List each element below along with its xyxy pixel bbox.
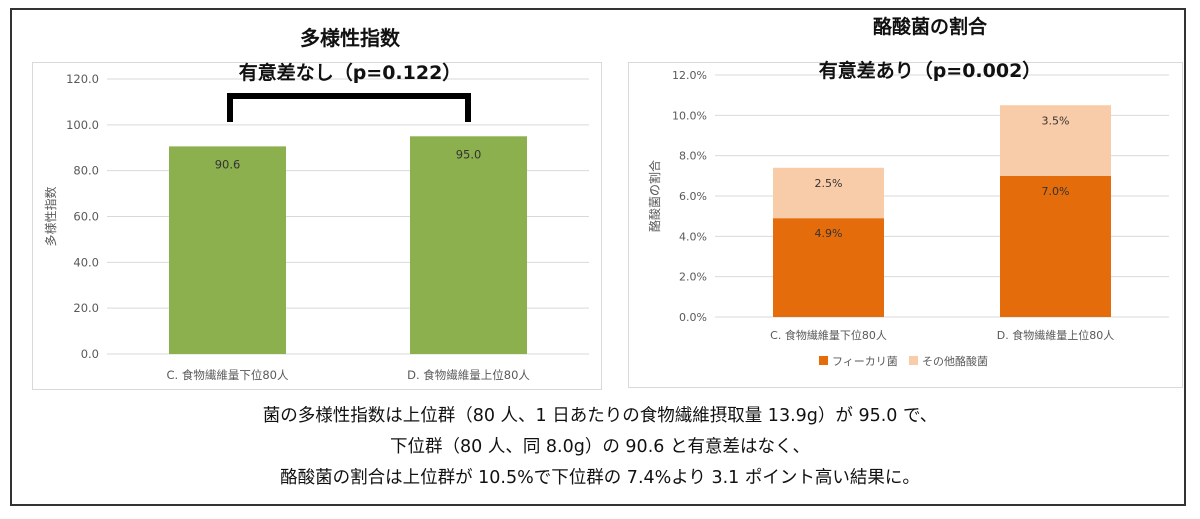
y-tick-label: 80.0 — [73, 164, 99, 178]
caption-line-3: 酪酸菌の割合は上位群が 10.5%で下位群の 7.4%より 3.1 ポイント高い… — [280, 468, 920, 488]
bar-segment — [1000, 105, 1111, 176]
x-tick-label: D. 食物繊維量上位80人 — [407, 368, 530, 382]
data-label: 95.0 — [456, 147, 482, 161]
y-axis-title: 多様性指数 — [43, 186, 58, 246]
legend-swatch — [909, 356, 918, 365]
legend-label: その他酪酸菌 — [922, 354, 988, 368]
significance-bracket — [227, 93, 471, 122]
butyrate-chart: 0.0% 2.0% 4.0% 6.0% 8.0% 10.0% 12.0% 4.9% 2.5% C.… — [647, 69, 1169, 368]
y-tick-label: 60.0 — [73, 210, 99, 224]
butyrate-significance: 有意差あり（p=0.002） — [818, 60, 1042, 82]
y-tick-label: 10.0% — [672, 109, 707, 122]
data-label: 4.9% — [815, 227, 843, 240]
x-tick-label: C. 食物繊維量下位80人 — [770, 328, 887, 342]
y-tick-label: 12.0% — [672, 69, 707, 82]
data-label: 2.5% — [815, 177, 843, 190]
y-tick-label: 0.0 — [81, 347, 99, 361]
data-label: 3.5% — [1042, 114, 1070, 127]
data-label: 90.6 — [215, 157, 241, 171]
x-tick-label: D. 食物繊維量上位80人 — [997, 328, 1114, 342]
y-tick-label: 120.0 — [66, 72, 99, 86]
legend-label: フィーカリ菌 — [832, 355, 898, 368]
legend-swatch — [819, 356, 828, 365]
y-tick-label: 4.0% — [679, 230, 707, 243]
y-tick-label: 6.0% — [679, 190, 707, 203]
diversity-chart: 0.0 20.0 40.0 60.0 80.0 100.0 120.0 90.6 C. 食物繊維… — [43, 72, 589, 382]
butyrate-title: 酪酸菌の割合 — [872, 16, 987, 38]
bar-segment — [1000, 175, 1111, 317]
data-label: 7.0% — [1042, 185, 1070, 198]
caption-line-2: 下位群（80 人、同 8.0g）の 90.6 と有意差はなく、 — [390, 437, 810, 457]
diversity-significance: 有意差なし（p=0.122） — [238, 62, 462, 84]
caption-line-1: 菌の多様性指数は上位群（80 人、1 日あたりの食物繊維摂取量 13.9g）が … — [262, 406, 938, 426]
y-axis-title: 酪酸菌の割合 — [647, 160, 662, 232]
bar-segment — [773, 218, 884, 317]
diversity-chart-panel: 0.0 20.0 40.0 60.0 80.0 100.0 120.0 90.6 C. 食物繊維… — [32, 62, 602, 390]
y-tick-label: 100.0 — [66, 118, 99, 132]
butyrate-chart-panel: 0.0% 2.0% 4.0% 6.0% 8.0% 10.0% 12.0% 4.9% 2.5% C.… — [628, 62, 1183, 388]
x-tick-label: C. 食物繊維量下位80人 — [167, 368, 289, 382]
y-tick-label: 2.0% — [679, 271, 707, 284]
diversity-title: 多様性指数 — [300, 26, 400, 50]
y-tick-label: 8.0% — [679, 150, 707, 163]
y-tick-label: 40.0 — [73, 255, 99, 269]
bar — [410, 136, 527, 354]
bar — [169, 146, 286, 354]
bar-segment — [773, 167, 884, 219]
y-tick-label: 0.0% — [679, 311, 707, 324]
y-tick-label: 20.0 — [73, 301, 99, 315]
